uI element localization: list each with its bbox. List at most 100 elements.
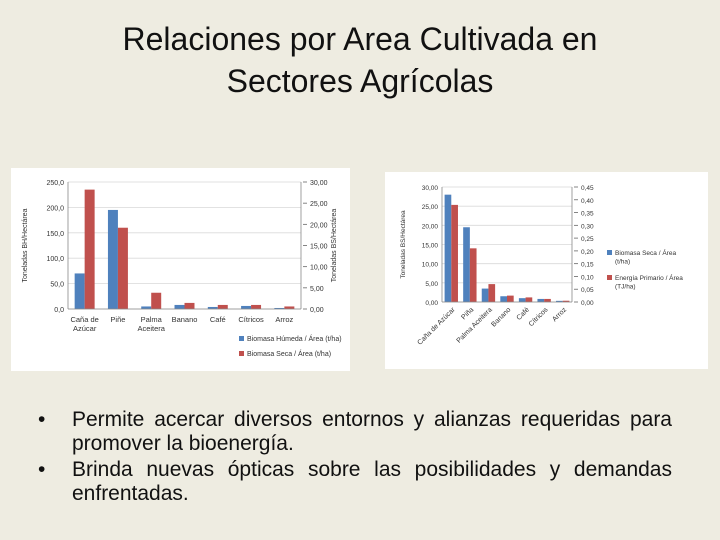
x-tick-label: Cítricos xyxy=(528,306,550,328)
x-tick-label: Café xyxy=(516,306,531,321)
legend-label: Biomasa Húmeda / Área (t/ha) xyxy=(247,334,342,343)
bullet-marker: • xyxy=(38,408,46,431)
y2-tick-label: 0,35 xyxy=(581,211,594,218)
legend-label: Energía Primario / Área (TJ/ha) xyxy=(615,273,683,291)
y-tick-label: 20,00 xyxy=(422,223,439,230)
bar xyxy=(107,209,118,309)
bar xyxy=(74,273,85,309)
legend-swatch xyxy=(607,275,612,280)
legend-label-line: (TJ/ha) xyxy=(615,284,636,291)
x-tick-label-line: Arroz xyxy=(275,315,293,324)
bullet-item: • Permite acercar diversos entornos y al… xyxy=(30,408,672,456)
chart-1-svg: 0,0 50,0 100,0 150,0 200,0 250,0 0,00 5,00 10,00… xyxy=(22,180,342,358)
bullet-text: Brinda nuevas ópticas sobre las posibili… xyxy=(72,458,672,505)
y2-tick-label: 0,15 xyxy=(581,262,594,269)
chart-biomass-energy: 0,00 5,00 10,00 15,00 20,00 25,00 30,00 0,00 0,0… xyxy=(385,172,708,369)
y-tick-label: 200,0 xyxy=(46,205,64,212)
bar xyxy=(481,288,489,302)
x-tick-label-line: Palma xyxy=(141,315,163,324)
bar xyxy=(241,305,252,309)
bar xyxy=(207,306,218,309)
bar xyxy=(141,306,152,309)
chart-2-svg: 0,00 5,00 10,00 15,00 20,00 25,00 30,00 0,00 0,0… xyxy=(400,185,683,347)
y2-axis-title: Toneladas BS/Hectárea xyxy=(331,209,338,283)
bar xyxy=(500,296,507,302)
y2-tick-label: 0,30 xyxy=(581,223,594,230)
bar xyxy=(174,304,185,309)
bullet-text: Permite acercar diversos entornos y alia… xyxy=(72,408,672,455)
x-tick-label-line: Aceitera xyxy=(137,324,165,333)
bar xyxy=(284,306,295,309)
y2-tick-label: 0,05 xyxy=(581,287,594,294)
bar xyxy=(251,304,262,309)
bar xyxy=(556,300,563,302)
x-tick-label: Piña xyxy=(460,306,475,321)
y2-tick-label: 15,00 xyxy=(310,244,328,251)
legend-label-line: (t/ha) xyxy=(615,259,630,266)
bar xyxy=(488,284,496,302)
bar xyxy=(463,227,470,302)
x-tick-label: Café xyxy=(210,315,226,324)
bar xyxy=(151,292,162,309)
bar xyxy=(525,297,533,302)
y-tick-label: 50,0 xyxy=(50,282,64,289)
x-tick-label-line: Piñe xyxy=(110,315,125,324)
y-tick-label: 25,00 xyxy=(422,204,439,211)
x-tick-label-line: Caña de xyxy=(70,315,98,324)
legend-swatch xyxy=(239,336,244,341)
slide-title-line: Sectores Agrícolas xyxy=(226,63,494,99)
y2-tick-label: 0,10 xyxy=(581,274,594,281)
x-tick-label: Banano xyxy=(172,315,198,324)
legend-label-line: Energía Primario / Área xyxy=(615,273,683,282)
y2-tick-label: 0,20 xyxy=(581,249,594,256)
bullet-marker: • xyxy=(38,458,46,481)
y2-tick-label: 30,00 xyxy=(310,180,328,187)
bar xyxy=(518,298,526,302)
x-tick-label: Cítricos xyxy=(238,315,264,324)
y-axis-title: Toneladas BH/Hectárea xyxy=(22,208,29,282)
y2-tick-label: 10,00 xyxy=(310,265,328,272)
y2-tick-label: 20,00 xyxy=(310,222,328,229)
x-tick-label: Palma Aceitera xyxy=(456,306,494,344)
y-tick-label: 15,00 xyxy=(422,243,439,250)
x-tick-label: Arroz xyxy=(275,315,293,324)
legend-swatch xyxy=(239,351,244,356)
y-tick-label: 30,00 xyxy=(422,185,439,192)
x-tick-label: Banano xyxy=(490,306,512,328)
x-tick-label-line: Café xyxy=(210,315,226,324)
x-tick-label: Piñe xyxy=(110,315,125,324)
bar xyxy=(84,189,95,309)
x-tick-label: Caña de Azúcar xyxy=(70,315,98,333)
legend-label-line: Biomasa Seca / Área xyxy=(615,248,676,257)
bar xyxy=(537,298,545,302)
slide-title: Relaciones por Area Cultivada en Sectore… xyxy=(0,18,720,102)
y2-tick-label: 0,40 xyxy=(581,198,594,205)
bar xyxy=(184,302,195,309)
bullet-list: • Permite acercar diversos entornos y al… xyxy=(30,408,672,508)
bar xyxy=(217,304,228,309)
legend-label: Biomasa Seca / Área (t/ha) xyxy=(247,349,331,358)
bar xyxy=(469,248,477,302)
chart-biomass-humid-dry: 0,0 50,0 100,0 150,0 200,0 250,0 0,00 5,00 10,00… xyxy=(11,168,350,371)
y-tick-label: 150,0 xyxy=(46,231,64,238)
x-tick-label: Caña de Azúcar xyxy=(417,306,458,347)
y-axis-title: Toneladas BS/Hectárea xyxy=(400,210,407,279)
y-tick-label: 0,0 xyxy=(54,307,64,314)
legend-swatch xyxy=(607,250,612,255)
x-tick-label-line: Cítricos xyxy=(238,315,264,324)
y2-tick-label: 0,25 xyxy=(581,236,594,243)
bar xyxy=(507,295,514,302)
y-tick-label: 250,0 xyxy=(46,180,64,187)
bar xyxy=(451,204,458,302)
x-tick-label-line: Banano xyxy=(172,315,198,324)
slide-title-line: Relaciones por Area Cultivada en xyxy=(122,21,598,57)
x-tick-label: Arroz xyxy=(551,306,568,323)
y2-tick-label: 25,00 xyxy=(310,201,328,208)
y-tick-label: 5,00 xyxy=(425,281,438,288)
y2-tick-label: 0,45 xyxy=(581,185,594,192)
bar xyxy=(274,307,285,309)
y2-tick-label: 5,00 xyxy=(310,286,324,293)
bullet-item: • Brinda nuevas ópticas sobre las posibi… xyxy=(30,458,672,506)
bar xyxy=(562,300,570,302)
bar xyxy=(544,298,551,302)
